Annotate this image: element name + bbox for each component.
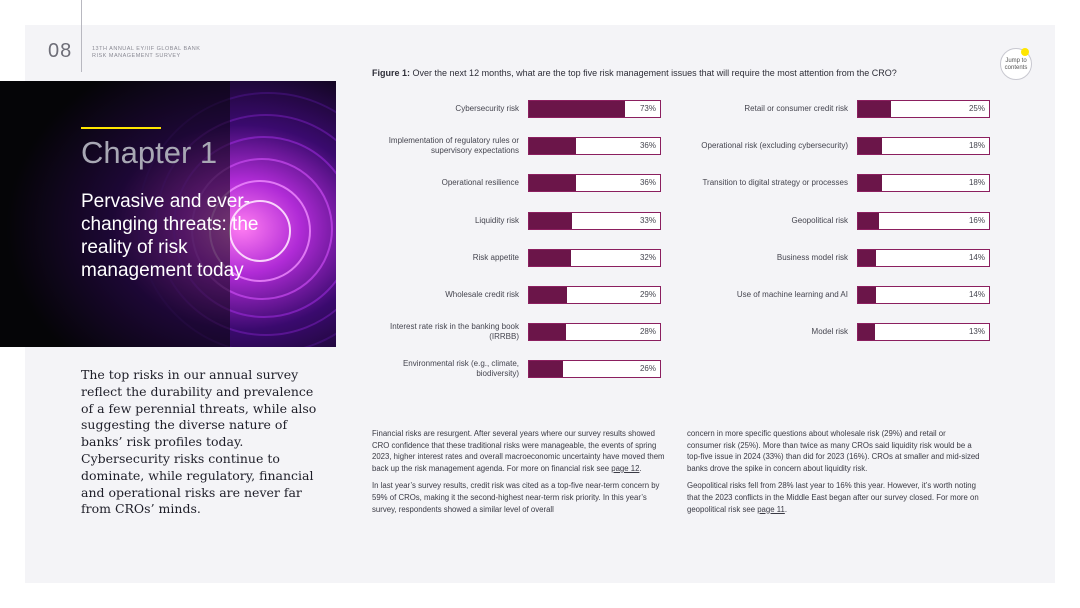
bar-track: 16% — [857, 211, 990, 230]
bar-value-label: 28% — [639, 327, 656, 337]
bar-fill — [858, 287, 877, 303]
bar-category-label: Use of machine learning and AI — [736, 290, 848, 299]
bar-track: 28% — [528, 323, 661, 342]
bar-track: 14% — [857, 286, 990, 304]
bar-track: 18% — [857, 174, 990, 193]
body-column-left: Financial risks are resurgent. After sev… — [372, 428, 667, 521]
bar-fill — [529, 101, 625, 117]
figure-title: Figure 1: Over the next 12 months, what … — [372, 68, 897, 78]
running-head-line1: 13TH ANNUAL EY/IIF GLOBAL BANK — [92, 46, 201, 52]
bar-fill — [858, 138, 882, 155]
bar-category-label: Model risk — [811, 327, 848, 337]
running-head-line2: RISK MANAGEMENT SURVEY — [92, 53, 181, 59]
bar-category-label: Transition to digital strategy or proces… — [702, 178, 848, 188]
bar-track: 25% — [857, 100, 990, 118]
bar-value-label: 14% — [968, 290, 985, 299]
chapter-accent-rule — [81, 127, 161, 129]
bar-category-label: Implementation of regulatory rules or su… — [388, 136, 519, 156]
bar-value-label: 13% — [968, 327, 985, 337]
bar-category-label: Cybersecurity risk — [455, 104, 519, 113]
bar-value-label: 16% — [968, 215, 985, 225]
bar-track: 26% — [528, 360, 661, 379]
running-head: 13TH ANNUAL EY/IIF GLOBAL BANK RISK MANA… — [92, 46, 200, 60]
body-left-paragraph-2: In last year’s survey results, credit ri… — [372, 481, 660, 514]
bar-value-label: 18% — [968, 141, 985, 151]
bar-fill — [529, 138, 577, 155]
bar-value-label: 25% — [968, 104, 985, 113]
bar-category-label: Wholesale credit risk — [445, 290, 519, 299]
hero-swirl-graphic — [0, 81, 336, 347]
bar-category-label: Retail or consumer credit risk — [744, 104, 848, 113]
bar-fill — [858, 324, 876, 341]
bar-value-label: 33% — [639, 215, 656, 225]
header-divider — [81, 0, 82, 72]
bar-track: 32% — [528, 248, 661, 267]
figure-question: Over the next 12 months, what are the to… — [412, 68, 897, 78]
bar-track: 29% — [528, 286, 661, 304]
bar-track: 33% — [528, 211, 661, 230]
bar-fill — [529, 287, 567, 303]
page-12-link[interactable]: page 12 — [611, 463, 640, 473]
page-number: 08 — [48, 40, 73, 62]
bar-value-label: 36% — [639, 141, 656, 151]
chapter-hero-image: Chapter 1 Pervasive and ever-changing th… — [0, 81, 336, 347]
bar-fill — [529, 249, 571, 266]
bar-fill — [529, 324, 566, 341]
jump-label-line2: contents — [1004, 65, 1028, 71]
bar-track: 73% — [528, 100, 661, 118]
bar-value-label: 36% — [639, 178, 656, 188]
bar-value-label: 18% — [968, 178, 985, 188]
bar-value-label: 32% — [639, 252, 656, 262]
bar-track: 14% — [857, 248, 990, 267]
bar-fill — [858, 175, 882, 192]
bar-value-label: 73% — [639, 104, 656, 113]
jump-indicator-dot — [1021, 48, 1029, 56]
body-left-paragraph-1: Financial risks are resurgent. After sev… — [372, 429, 665, 473]
figure-label: Figure 1: — [372, 68, 411, 78]
bar-track: 13% — [857, 323, 990, 342]
bar-fill — [529, 212, 573, 229]
bar-fill — [529, 361, 564, 378]
bar-category-label: Interest rate risk in the banking book (… — [390, 322, 519, 342]
intro-paragraph: The top risks in our annual survey refle… — [81, 367, 317, 517]
bar-category-label: Operational risk (excluding cybersecurit… — [701, 141, 848, 151]
bar-fill — [858, 101, 891, 117]
bar-fill — [529, 175, 577, 192]
bar-track: 36% — [528, 137, 661, 156]
bar-category-label: Risk appetite — [472, 252, 519, 262]
bar-value-label: 14% — [968, 252, 985, 262]
bar-category-label: Geopolitical risk — [791, 215, 848, 225]
chapter-subtitle: Pervasive and ever-changing threats: the… — [81, 191, 259, 281]
bar-track: 18% — [857, 137, 990, 156]
chapter-title: Chapter 1 — [81, 135, 218, 170]
bar-value-label: 26% — [639, 364, 656, 374]
body-right-paragraph-1: concern in more specific questions about… — [687, 429, 980, 473]
bar-category-label: Environmental risk (e.g., climate, biodi… — [402, 359, 519, 379]
page-11-link[interactable]: page 11 — [757, 504, 785, 514]
bar-category-label: Operational resilience — [441, 178, 519, 188]
bar-track: 36% — [528, 174, 661, 193]
bar-fill — [858, 249, 877, 266]
body-column-right: concern in more specific questions about… — [687, 428, 982, 521]
bar-category-label: Business model risk — [776, 252, 848, 262]
bar-fill — [858, 212, 879, 229]
jump-label-line1: Jump to — [1005, 58, 1027, 64]
bar-category-label: Liquidity risk — [474, 215, 519, 225]
bar-value-label: 29% — [639, 290, 656, 299]
body-right-paragraph-2: Geopolitical risks fell from 28% last ye… — [687, 481, 979, 514]
